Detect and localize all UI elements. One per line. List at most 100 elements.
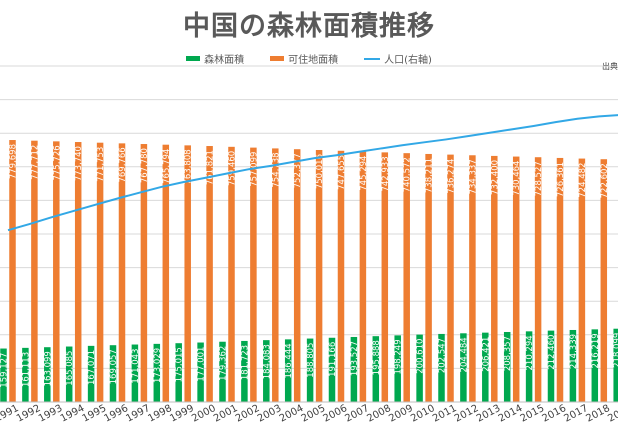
data-label-habitable: 779,698 [9,144,19,179]
data-label-habitable: 773,740 [74,146,84,181]
data-label-forest: 188,805 [306,343,316,378]
bar-forest [306,338,314,402]
bar-habitable [96,142,104,403]
data-label-forest: 163,099 [43,351,53,386]
bar-forest [350,336,358,402]
data-label-habitable: 747,655 [337,155,347,190]
data-label-habitable: 775,726 [52,145,62,180]
data-label-habitable: 745,294 [359,156,369,191]
bar-habitable [578,158,586,402]
bar-forest [547,330,555,402]
data-label-forest: 204,484 [459,337,469,372]
bar-forest [328,337,336,402]
legend-swatch-population [364,57,381,60]
data-label-forest: 175,015 [175,347,185,382]
bar-forest [482,332,489,402]
bar-habitable [250,147,257,402]
bar-forest [372,336,380,402]
data-label-forest: 184,083 [262,344,272,379]
data-label-forest: 186,444 [284,343,294,378]
data-label-forest: 177,001 [197,347,207,382]
bar-habitable [184,145,191,402]
data-label-habitable: 750,016 [315,154,325,189]
data-label-forest: 173,029 [153,348,163,383]
bar-habitable [315,149,323,402]
data-label-habitable: 742,933 [381,156,391,191]
bar-forest [65,346,73,402]
data-label-habitable: 777,712 [30,145,40,180]
bar-forest [241,340,248,402]
data-label-forest: 193,527 [350,341,360,376]
bar-forest [219,341,226,402]
bar-habitable [74,142,82,402]
bar-habitable [600,159,608,402]
series-line-population [7,114,618,232]
bar-forest [153,343,161,402]
bar-forest [416,334,423,402]
data-label-habitable: 754,738 [271,152,281,187]
data-label-forest: 191,166 [328,342,338,377]
data-label-habitable: 759,460 [228,151,238,186]
data-label-habitable: 732,400 [490,160,500,195]
data-label-forest: 202,547 [438,338,448,373]
data-label-forest: 169,057 [109,349,119,384]
data-label-forest: 200,610 [416,339,426,374]
bar-habitable [337,150,345,402]
bar-forest [87,345,95,402]
bar-forest [525,331,533,402]
bar-habitable [118,143,126,402]
data-label-habitable: 763,808 [184,149,194,184]
data-label-forest: 167,071 [87,350,97,385]
bar-habitable [359,151,367,402]
bar-forest [591,329,599,402]
bar-habitable [469,155,476,402]
bar-habitable [534,157,542,402]
data-label-habitable: 724,482 [578,163,588,198]
data-label-habitable: 734,337 [468,159,478,194]
bar-habitable [140,144,148,402]
bar-habitable [403,153,410,402]
data-label-forest: 218,099 [613,333,618,368]
bar-forest [394,335,401,402]
data-label-forest: 181,723 [240,345,250,380]
bar-habitable [31,140,38,402]
legend: 森林面積 可住地面積 人口(右軸) [0,51,618,66]
data-label-forest: 179,362 [219,346,229,381]
bar-habitable [9,140,16,402]
data-label-forest: 208,357 [503,336,513,371]
data-label-habitable: 726,361 [556,162,566,197]
bar-forest [44,347,51,402]
bar-forest [0,348,7,402]
bar-habitable [206,146,213,402]
bar-habitable [162,144,170,402]
bar-forest [197,342,204,402]
legend-swatch-habitable [270,56,285,61]
data-label-habitable: 730,464 [512,161,522,196]
legend-item-forest: 森林面積 [186,51,244,66]
legend-swatch-forest [186,56,201,61]
bar-habitable [447,154,454,402]
data-label-habitable: 752,377 [293,153,303,188]
data-label-forest: 206,421 [481,337,491,372]
bar-habitable [425,153,432,402]
data-label-habitable: 765,794 [162,149,172,184]
data-label-habitable: 738,211 [425,158,435,193]
data-label-forest: 165,085 [65,351,75,386]
bar-habitable [556,157,564,402]
bar-forest [569,329,577,402]
bar-forest [438,333,445,402]
bar-forest [175,343,182,402]
bar-habitable [491,155,498,402]
bar-forest [109,345,117,402]
data-label-habitable: 769,766 [118,147,128,182]
data-label-habitable: 761,821 [206,150,216,185]
data-label-forest: 195,888 [372,340,382,375]
legend-label-population: 人口(右軸) [384,55,432,66]
bar-habitable [272,148,279,402]
data-label-forest: 161,113 [21,352,31,387]
legend-item-population: 人口(右軸) [364,51,432,66]
bar-forest [613,328,618,402]
bar-forest [460,333,467,402]
bar-forest [284,339,292,402]
